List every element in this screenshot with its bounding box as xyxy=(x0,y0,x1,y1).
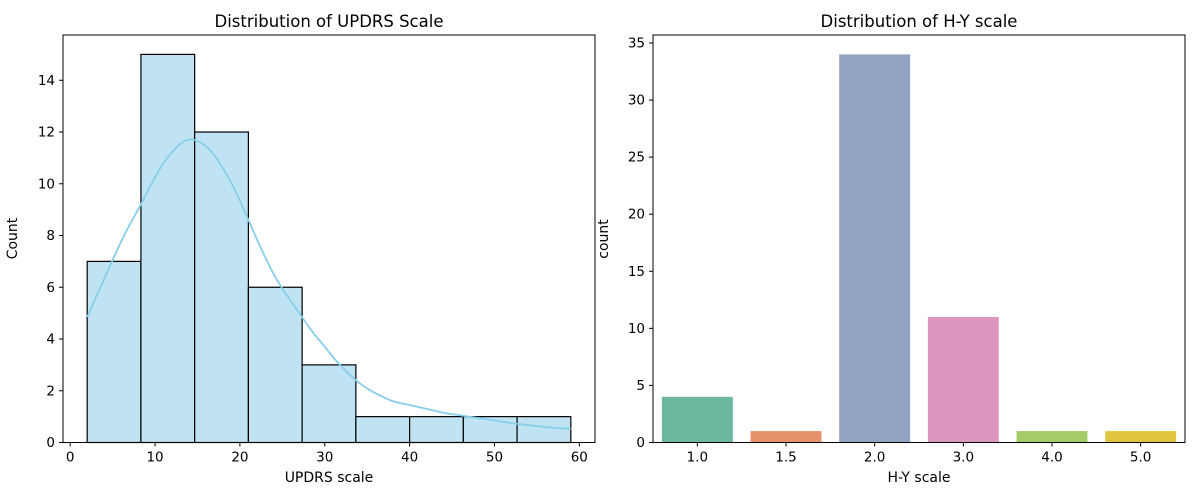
x-tick-label: 1.0 xyxy=(687,450,708,466)
kde-curve xyxy=(86,138,571,430)
x-tick-label: 50 xyxy=(486,450,503,466)
y-tick-label: 10 xyxy=(38,176,55,192)
y-tick-label: 10 xyxy=(628,321,645,337)
histogram-bar xyxy=(301,364,357,444)
updrs-ylabel: Count xyxy=(5,217,21,259)
y-tick-label: 14 xyxy=(38,73,55,89)
updrs-histogram: 0 10 20 30 40 50 60 0 2 4 6 8 10 12 14 Distribution of… xyxy=(5,12,596,486)
y-tick-label: 12 xyxy=(38,125,55,141)
y-tick-label: 20 xyxy=(628,207,645,223)
histogram-bar xyxy=(247,286,303,444)
hy-ylabel: count xyxy=(596,219,612,259)
y-tick-label: 6 xyxy=(46,280,55,296)
count-bar xyxy=(839,54,911,443)
count-bar xyxy=(1105,431,1177,443)
y-tick-label: 30 xyxy=(628,93,645,109)
y-tick-label: 8 xyxy=(46,228,55,244)
x-tick-label: 4.0 xyxy=(1041,450,1062,466)
y-tick-label: 25 xyxy=(628,150,645,166)
updrs-axis-ticks: 0 10 20 30 40 50 60 0 2 4 6 8 10 12 14 xyxy=(38,73,588,466)
histogram-bar xyxy=(194,131,249,444)
x-tick-label: 20 xyxy=(231,450,248,466)
histogram-bars xyxy=(86,53,572,444)
hy-countplot: 1.0 1.5 2.0 3.0 4.0 5.0 0 5 10 15 20 25 30 35 Distrib… xyxy=(596,12,1186,486)
hy-xlabel: H-Y scale xyxy=(888,470,951,486)
y-tick-label: 0 xyxy=(46,435,55,451)
histogram-bar xyxy=(409,416,464,444)
y-tick-label: 35 xyxy=(628,35,645,51)
histogram-bar xyxy=(140,53,196,444)
count-bar xyxy=(1016,431,1088,443)
updrs-xlabel: UPDRS scale xyxy=(285,470,374,486)
x-tick-label: 1.5 xyxy=(775,450,796,466)
histogram-bar xyxy=(355,416,411,444)
updrs-axes-frame xyxy=(62,34,596,443)
x-tick-label: 40 xyxy=(401,450,418,466)
y-tick-label: 15 xyxy=(628,264,645,280)
hy-axes-frame xyxy=(652,34,1186,443)
x-tick-label: 3.0 xyxy=(953,450,974,466)
histogram-bar xyxy=(516,416,572,444)
y-tick-label: 2 xyxy=(46,383,55,399)
count-bars xyxy=(661,54,1177,443)
count-bar xyxy=(750,431,822,443)
histogram-bar xyxy=(462,416,518,444)
count-bar xyxy=(661,396,733,443)
updrs-title: Distribution of UPDRS Scale xyxy=(215,12,444,31)
y-tick-label: 5 xyxy=(636,378,645,394)
y-tick-label: 4 xyxy=(46,332,55,348)
histogram-bar xyxy=(86,260,142,444)
x-tick-label: 0 xyxy=(66,450,75,466)
x-tick-label: 30 xyxy=(316,450,333,466)
x-tick-label: 60 xyxy=(571,450,588,466)
count-bar xyxy=(927,316,999,443)
x-tick-label: 2.0 xyxy=(864,450,885,466)
x-tick-label: 10 xyxy=(146,450,163,466)
hy-title: Distribution of H-Y scale xyxy=(821,12,1018,31)
x-tick-label: 5.0 xyxy=(1130,450,1151,466)
hy-axis-ticks: 1.0 1.5 2.0 3.0 4.0 5.0 0 5 10 15 20 25 30 35 xyxy=(628,35,1152,465)
y-tick-label: 0 xyxy=(636,435,645,451)
